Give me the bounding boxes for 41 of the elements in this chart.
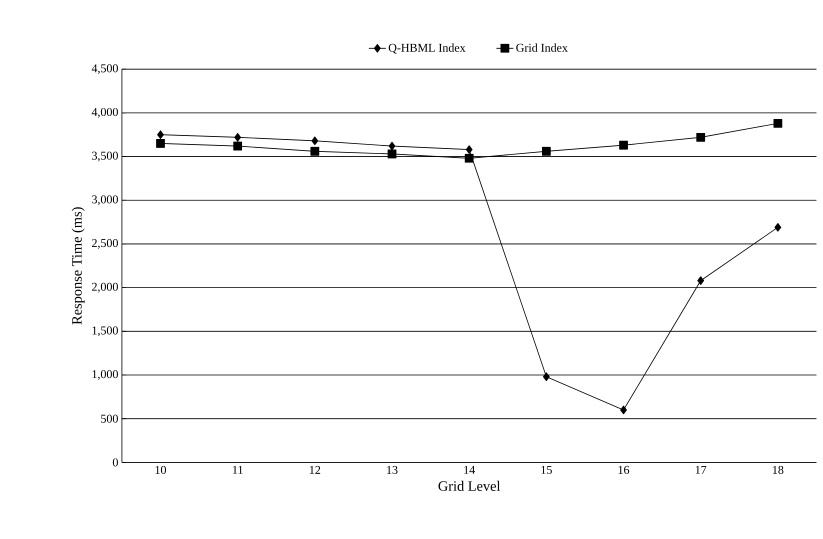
x-tick-label: 15 [541,466,552,474]
y-tick-label: 1,000 [92,370,118,380]
legend-label: Q-HBML Index [388,43,466,54]
point [311,136,318,146]
y-tick-label: 2,000 [92,282,118,293]
point [542,146,551,156]
x-tick-label: 18 [772,466,784,474]
x-tick-label: 12 [310,466,320,474]
y-tick-label: 500 [101,414,118,423]
y-axis-title: Response Time (ms) [72,207,85,325]
x-tick-label: 13 [387,466,398,474]
y-tick-label: 3,500 [92,152,118,162]
legend-label: Grid Index [516,43,568,52]
y-tick-label: 4,000 [92,108,118,118]
point [388,142,396,150]
x-tick-label: 17 [696,466,706,474]
y-tick-label: 2,500 [92,239,118,249]
x-axis-title: Grid Level [438,480,500,491]
point [620,406,627,414]
x-tick-label: 14 [464,466,475,474]
point [157,130,164,140]
y-tick-label: 4,500 [92,64,118,74]
point [234,132,242,142]
point [388,150,396,158]
point [464,154,474,163]
y-tick-label: 3,000 [92,195,118,206]
point [697,276,704,286]
point [156,139,165,148]
point [466,145,473,154]
point [233,142,242,150]
point [774,222,782,232]
x-tick-label: 16 [618,466,630,474]
point [619,140,628,150]
point [310,146,320,156]
point [542,372,550,382]
x-tick-label: 10 [156,466,166,474]
point [696,132,706,142]
x-tick-label: 11 [232,466,243,474]
y-tick-label: 0 [112,458,118,466]
y-tick-label: 1,500 [92,326,118,336]
point [773,118,782,128]
